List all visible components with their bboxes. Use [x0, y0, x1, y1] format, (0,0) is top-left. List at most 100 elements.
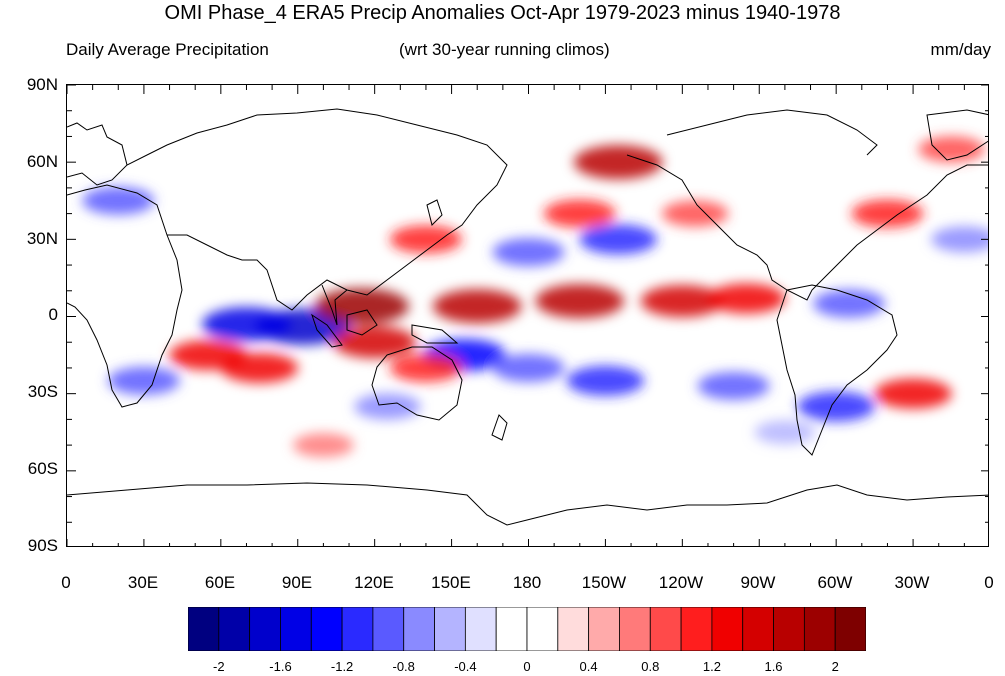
lon-label-60w: 60W — [817, 573, 853, 592]
colorbar-tick-label: 1.2 — [702, 659, 721, 674]
colorbar-swatch — [341, 607, 374, 651]
negative-anomaly-patch — [797, 391, 875, 422]
colorbar-swatch — [249, 607, 281, 651]
colorbar — [188, 607, 866, 651]
colorbar-tick-label: -1.2 — [330, 659, 354, 674]
positive-anomaly-patch — [918, 136, 985, 163]
lon-label-90e: 90E — [281, 573, 313, 592]
positive-anomaly-patch — [543, 199, 616, 228]
positive-anomaly-patch — [220, 352, 299, 383]
colorbar-swatch — [557, 607, 590, 651]
positive-anomaly-patch — [535, 284, 625, 319]
lon-label-0: 0 — [61, 573, 71, 592]
colorbar-swatch — [742, 607, 774, 651]
positive-anomaly-patch — [573, 145, 663, 180]
lon-label-180: 180 — [512, 573, 542, 592]
positive-anomaly-patch — [389, 353, 462, 382]
colorbar-swatch — [526, 607, 559, 651]
lat-label-30n: 30N — [26, 229, 58, 248]
negative-anomaly-patch — [812, 289, 885, 318]
lon-label-150w: 150W — [581, 573, 627, 592]
lon-label-150e: 150E — [431, 573, 471, 592]
axis-ticks — [67, 85, 988, 546]
negative-anomaly-patch — [202, 307, 291, 342]
lat-label-30s: 30S — [27, 382, 58, 401]
coast-europe — [67, 122, 128, 186]
positive-anomaly-patch — [640, 285, 724, 318]
positive-anomaly-patch — [333, 326, 417, 359]
colorbar-swatch — [495, 607, 528, 651]
lat-label-90n: 90N — [26, 75, 58, 94]
positive-anomaly-patch — [707, 283, 786, 314]
anomaly-field — [82, 136, 988, 458]
colorbar-tick-label: 0.8 — [641, 659, 660, 674]
colorbar-tick-label: -0.4 — [454, 659, 477, 674]
coast-newzealand — [491, 414, 508, 441]
colorbar-tick-label: -1.6 — [269, 659, 292, 674]
colorbar-swatch — [464, 607, 497, 651]
colorbar-swatch — [803, 607, 836, 651]
lon-label-0-end: 0 — [984, 573, 994, 592]
negative-anomaly-patch — [931, 226, 988, 253]
colorbar-swatch — [619, 607, 651, 651]
chart-title: OMI Phase_4 ERA5 Precip Anomalies Oct-Ap… — [164, 2, 841, 24]
subtitle-left: Daily Average Precipitation — [66, 40, 269, 59]
lon-label-30e: 30E — [127, 573, 159, 592]
negative-anomaly-patch — [492, 353, 565, 382]
colorbar-swatch — [680, 607, 713, 651]
colorbar-swatch — [372, 607, 405, 651]
coast-japan — [426, 199, 443, 226]
lat-label-60n: 60N — [26, 152, 58, 171]
positive-anomaly-patch — [874, 378, 952, 409]
colorbar-swatch — [403, 607, 435, 651]
lon-label-30w: 30W — [894, 573, 930, 592]
map-panel — [66, 84, 989, 547]
lat-label-0: 0 — [48, 305, 58, 324]
lon-label-120e: 120E — [354, 573, 394, 592]
colorbar-swatch — [434, 607, 466, 651]
coast-asia — [126, 108, 508, 311]
colorbar-swatch — [834, 607, 866, 651]
coast-south-america — [776, 284, 898, 456]
units-label: mm/day — [930, 40, 991, 59]
positive-anomaly-patch — [661, 200, 729, 227]
negative-anomaly-patch — [579, 224, 658, 255]
coast-indochina — [321, 284, 348, 326]
subtitle-center: (wrt 30-year running climos) — [399, 40, 610, 59]
negative-anomaly-patch — [354, 393, 421, 420]
colorbar-tick-label: -0.8 — [392, 659, 415, 674]
colorbar-swatch — [310, 607, 343, 651]
coast-africa — [67, 184, 183, 408]
colorbar-swatch — [280, 607, 312, 651]
negative-anomaly-patch — [697, 371, 770, 400]
coast-antarctica — [67, 482, 988, 526]
coast-newguinea — [411, 324, 459, 344]
coast-canada-north — [666, 109, 878, 156]
positive-anomaly-patch — [389, 225, 462, 254]
positive-anomaly-patch — [851, 199, 924, 228]
coast-borneo — [346, 309, 378, 336]
colorbar-tick-label: 0 — [523, 659, 531, 674]
negative-anomaly-patch — [82, 186, 155, 215]
colorbar-swatch — [649, 607, 682, 651]
lon-label-90w: 90W — [740, 573, 776, 592]
colorbar-swatch — [773, 607, 805, 651]
lat-label-90s: 90S — [27, 536, 58, 555]
negative-anomaly-patch — [566, 365, 645, 396]
positive-anomaly-patch — [292, 433, 354, 458]
colorbar-swatch — [588, 607, 620, 651]
colorbar-tick-label: 1.6 — [764, 659, 783, 674]
colorbar-tick-label: 2 — [831, 659, 839, 674]
colorbar-swatch — [218, 607, 251, 651]
lon-label-60e: 60E — [204, 573, 236, 592]
negative-anomaly-patch — [492, 238, 565, 267]
lon-label-120w: 120W — [658, 573, 704, 592]
positive-anomaly-patch — [432, 289, 522, 324]
coast-sumatra — [311, 313, 343, 348]
lat-label-60s: 60S — [27, 459, 58, 478]
colorbar-tick-label: -2 — [213, 659, 225, 674]
map-canvas — [67, 85, 988, 546]
negative-anomaly-patch — [107, 366, 180, 395]
colorbar-swatch — [711, 607, 744, 651]
coast-greenland — [926, 109, 988, 161]
